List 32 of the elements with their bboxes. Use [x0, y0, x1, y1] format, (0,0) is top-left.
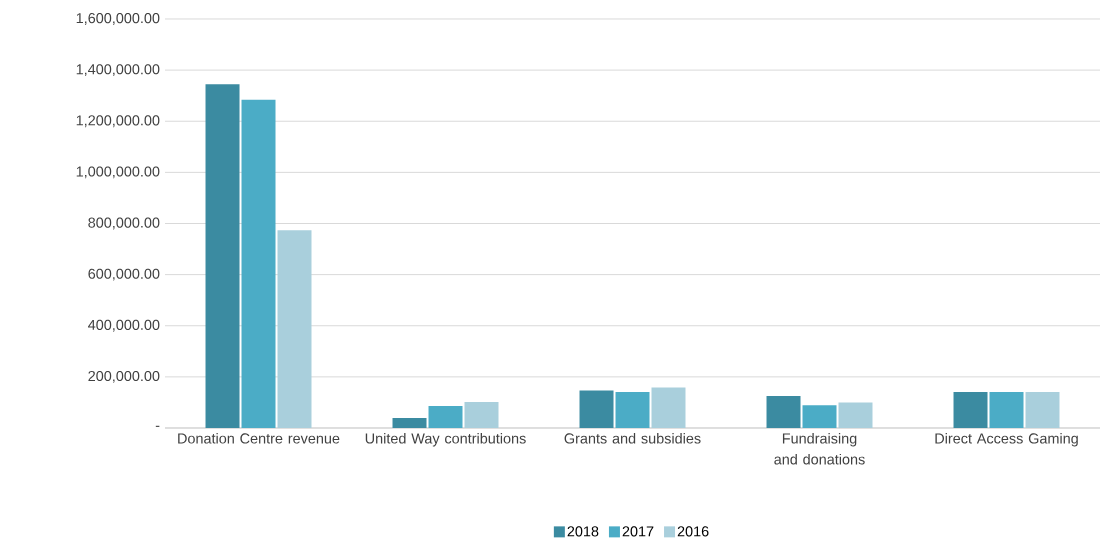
- y-tick-label: 200,000.00: [88, 370, 160, 383]
- y-tick-label: 1,400,000.00: [76, 64, 160, 77]
- bar: [428, 406, 463, 428]
- bar: [464, 401, 499, 428]
- bar: [579, 390, 614, 428]
- bar: [953, 391, 988, 428]
- x-tick-label: Direct Access Gaming: [935, 433, 1078, 447]
- x-tick-label: Fundraising and donations: [774, 433, 865, 465]
- bar: [277, 230, 312, 428]
- legend-label: 2017: [622, 526, 654, 537]
- legend-label: 2018: [567, 526, 599, 537]
- bar: [1025, 391, 1060, 428]
- y-tick-label: 1,200,000.00: [76, 115, 160, 128]
- legend-label: 2016: [677, 526, 709, 537]
- y-tick-label: 1,600,000.00: [76, 13, 160, 25]
- bar: [802, 405, 837, 428]
- y-tick-label: 600,000.00: [88, 268, 160, 281]
- bar: [205, 84, 240, 428]
- bar: [838, 402, 873, 428]
- bar: [392, 418, 427, 428]
- bar: [766, 396, 801, 428]
- x-tick-label: Grants and subsidies: [564, 433, 701, 444]
- y-tick-label: -: [155, 425, 160, 427]
- bar: [989, 391, 1024, 428]
- x-tick-label: United Way contributions: [365, 433, 526, 447]
- bar: [651, 387, 686, 428]
- y-tick-label: 1,000,000.00: [76, 166, 160, 179]
- y-tick-label: 800,000.00: [88, 217, 160, 230]
- bar: [615, 391, 650, 428]
- y-tick-label: 400,000.00: [88, 319, 160, 332]
- x-tick-label: Donation Centre revenue: [178, 433, 340, 444]
- bar: [241, 99, 276, 428]
